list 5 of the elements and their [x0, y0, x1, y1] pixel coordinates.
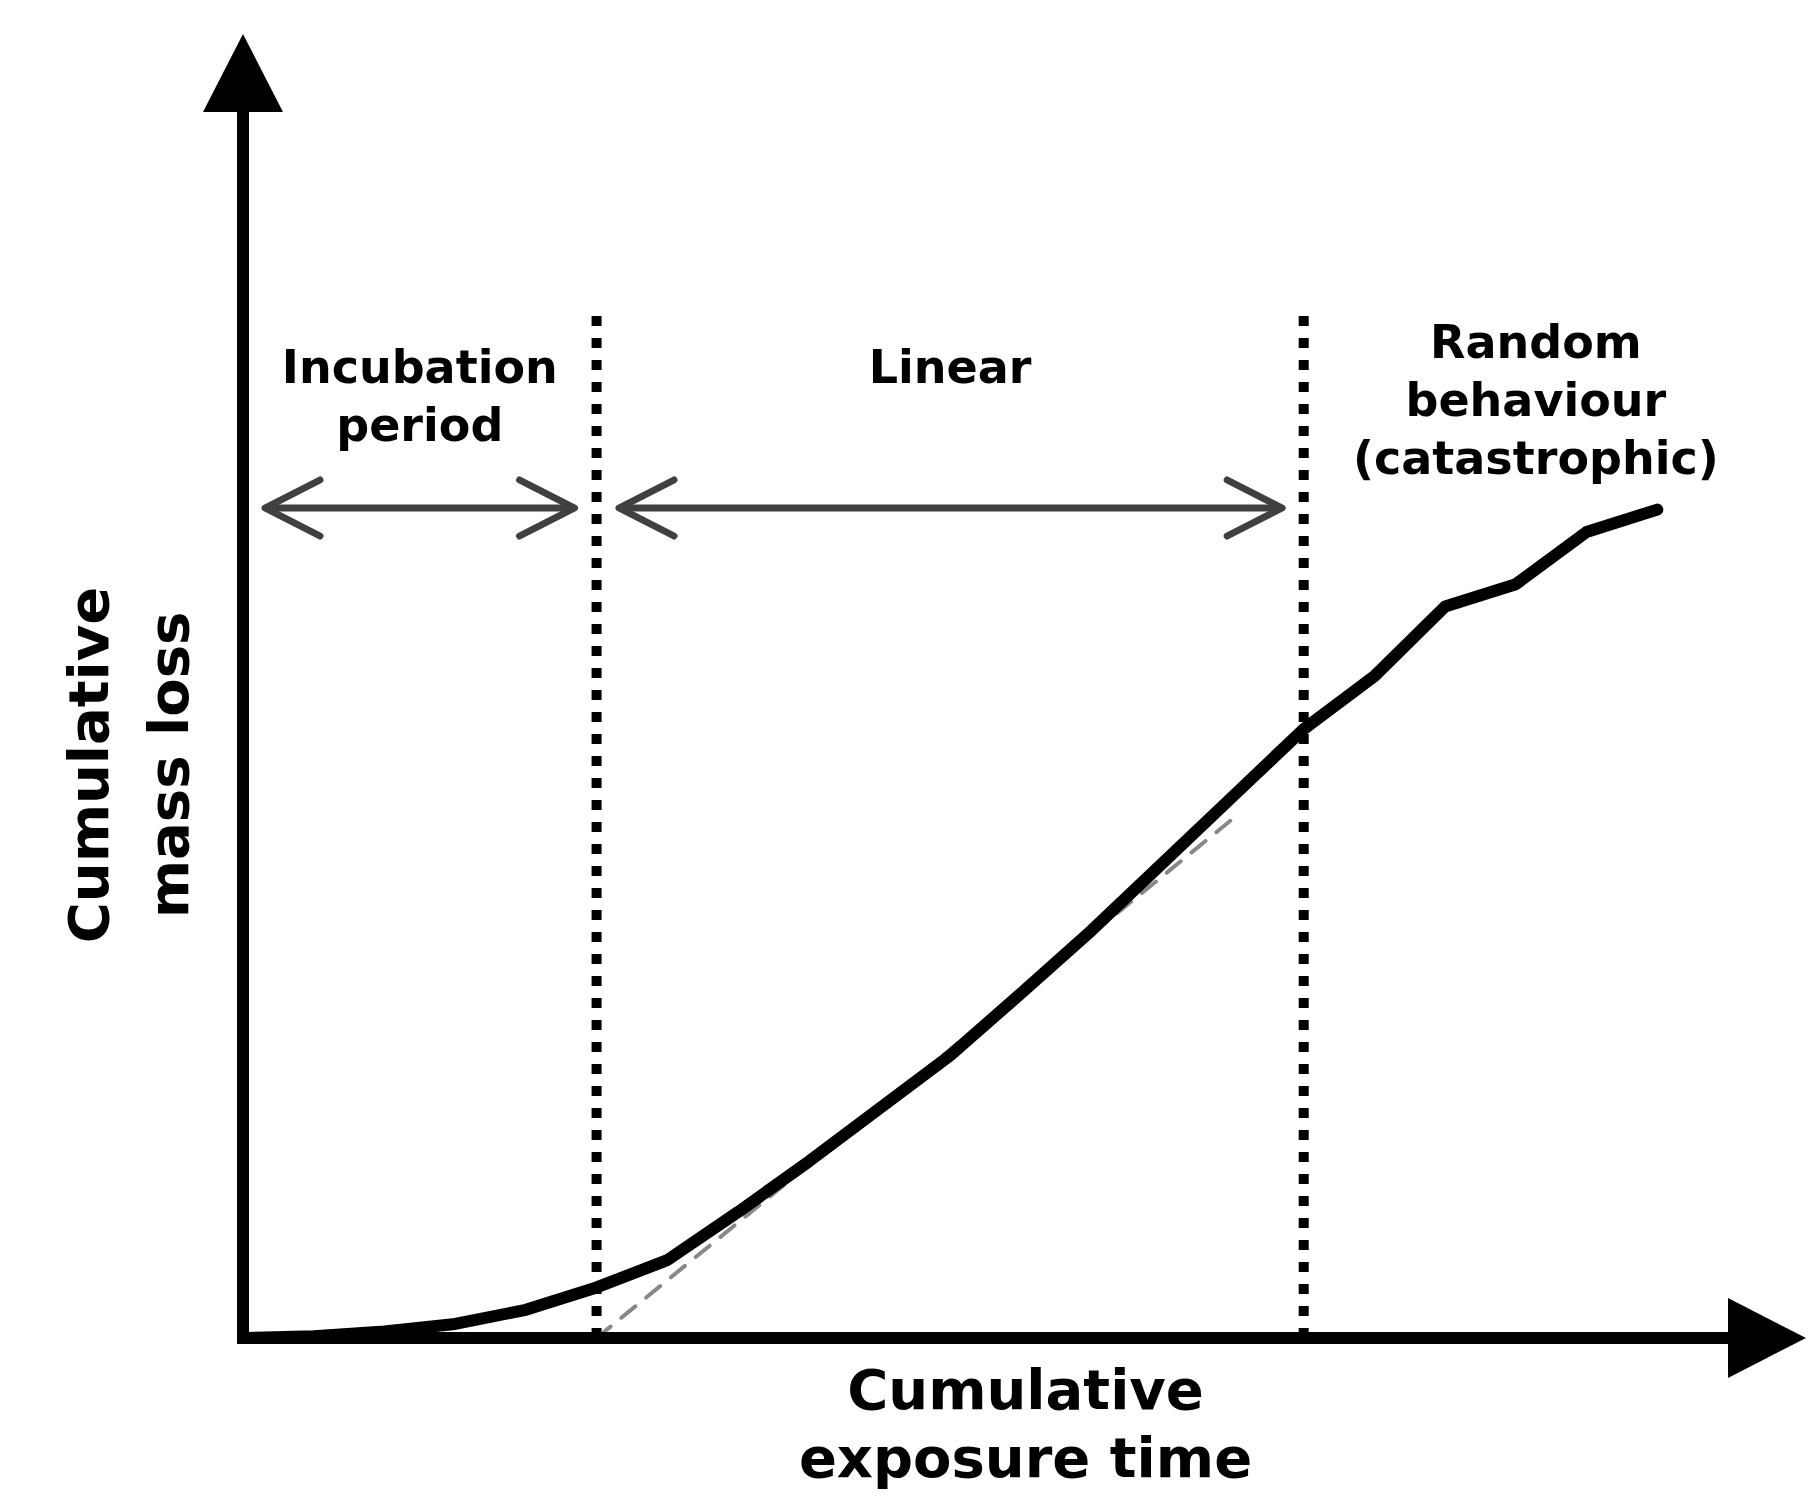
text: Random behaviour (catastrophic): [1352, 314, 1719, 485]
text: Linear: [868, 339, 1032, 394]
y-axis-title: Cumulative mass loss: [55, 586, 201, 944]
x-axis-title: Cumulative exposure time: [798, 1356, 1253, 1490]
text: Incubation period: [281, 339, 558, 452]
